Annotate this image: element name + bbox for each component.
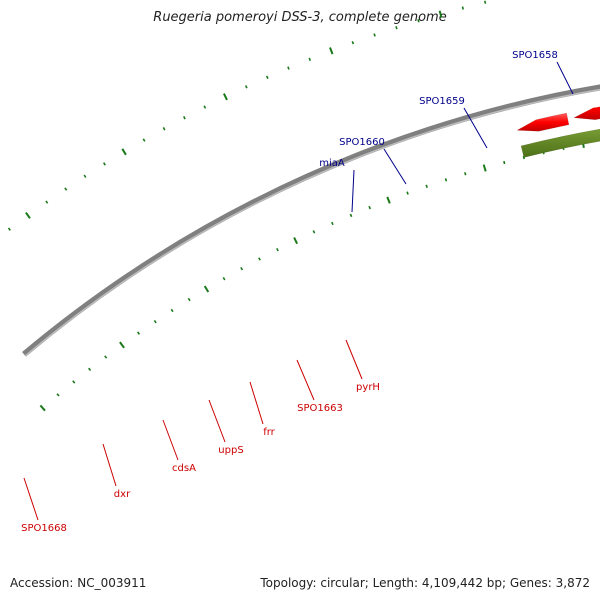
minor-tick <box>170 308 174 313</box>
minor-tick <box>287 66 290 70</box>
leader-line <box>463 107 488 149</box>
inner-tick-ring <box>39 140 585 412</box>
minor-tick <box>406 191 409 195</box>
minor-tick <box>72 380 76 384</box>
minor-tick <box>425 184 428 188</box>
major-tick <box>386 196 391 204</box>
leader-line <box>23 477 39 521</box>
backbone-highlight <box>24 88 600 357</box>
minor-tick <box>349 213 353 218</box>
major-tick <box>25 212 31 219</box>
minor-tick <box>244 85 248 89</box>
minor-tick <box>83 174 87 178</box>
minor-tick <box>7 227 11 231</box>
major-tick <box>329 47 334 55</box>
genome-summary-label: Topology: circular; Length: 4,109,442 bp… <box>260 576 590 590</box>
gene-arrow-reverse[interactable] <box>516 112 570 132</box>
leader-line <box>296 359 315 401</box>
major-tick <box>223 93 228 101</box>
gene-label-bottom: SPO1668 <box>21 523 67 534</box>
gene-label-top: miaA <box>319 158 345 169</box>
minor-tick <box>240 267 244 271</box>
minor-tick <box>276 247 279 252</box>
minor-tick <box>153 319 157 324</box>
minor-tick <box>258 257 261 261</box>
minor-tick <box>444 178 448 182</box>
minor-tick <box>417 19 420 23</box>
gene-label-top: SPO1660 <box>339 137 385 148</box>
minor-tick <box>222 277 226 281</box>
leader-line <box>345 339 363 380</box>
gene-arrow-SPO1668[interactable] <box>573 96 600 120</box>
minor-tick <box>312 230 316 234</box>
minor-tick <box>203 105 207 109</box>
leader-line <box>102 443 117 487</box>
outer-tick-ring <box>7 0 487 231</box>
minor-tick <box>187 297 191 302</box>
minor-tick <box>331 221 334 226</box>
gene-label-bottom: SPO1663 <box>297 403 343 414</box>
minor-tick <box>461 6 464 10</box>
minor-tick <box>162 127 166 131</box>
gene-label-top: SPO1659 <box>419 96 465 107</box>
minor-tick <box>64 187 68 191</box>
minor-tick <box>308 57 312 61</box>
minor-tick <box>368 205 372 210</box>
major-tick <box>482 164 487 172</box>
major-tick <box>39 404 46 412</box>
minor-tick <box>182 116 186 120</box>
gene-label-bottom: frr <box>263 427 275 438</box>
minor-tick <box>103 162 106 166</box>
minor-tick <box>104 355 108 359</box>
leader-line <box>208 399 226 443</box>
major-tick <box>438 10 443 18</box>
minor-tick <box>522 155 525 160</box>
minor-tick <box>464 172 467 176</box>
major-tick <box>121 148 127 156</box>
gene-arrow-dxr-cog[interactable] <box>520 115 600 158</box>
leader-line <box>351 169 355 213</box>
leader-line <box>162 419 179 461</box>
major-tick <box>293 237 299 245</box>
minor-tick <box>373 33 376 37</box>
leader-line <box>556 61 574 95</box>
minor-tick <box>56 393 60 397</box>
minor-tick <box>484 0 487 4</box>
minor-tick <box>136 331 141 335</box>
gene-label-bottom: pyrH <box>356 382 380 393</box>
leader-line <box>249 381 264 425</box>
gene-label-bottom: uppS <box>218 445 243 456</box>
minor-tick <box>503 160 506 165</box>
minor-tick <box>395 26 398 30</box>
minor-tick <box>45 200 49 204</box>
minor-tick <box>265 75 269 80</box>
gene-label-bottom: dxr <box>114 489 131 500</box>
leader-line <box>383 148 407 185</box>
major-tick <box>203 285 210 293</box>
minor-tick <box>88 367 92 371</box>
gene-label-bottom: cdsA <box>172 463 196 474</box>
minor-tick <box>142 138 146 142</box>
map-title: Ruegeria pomeroyi DSS-3, complete genome <box>153 10 447 25</box>
minor-tick <box>351 41 355 45</box>
major-tick <box>119 341 125 349</box>
gene-label-top: SPO1658 <box>512 50 558 61</box>
accession-label: Accession: NC_003911 <box>10 576 147 590</box>
genome-backbone <box>22 84 600 357</box>
